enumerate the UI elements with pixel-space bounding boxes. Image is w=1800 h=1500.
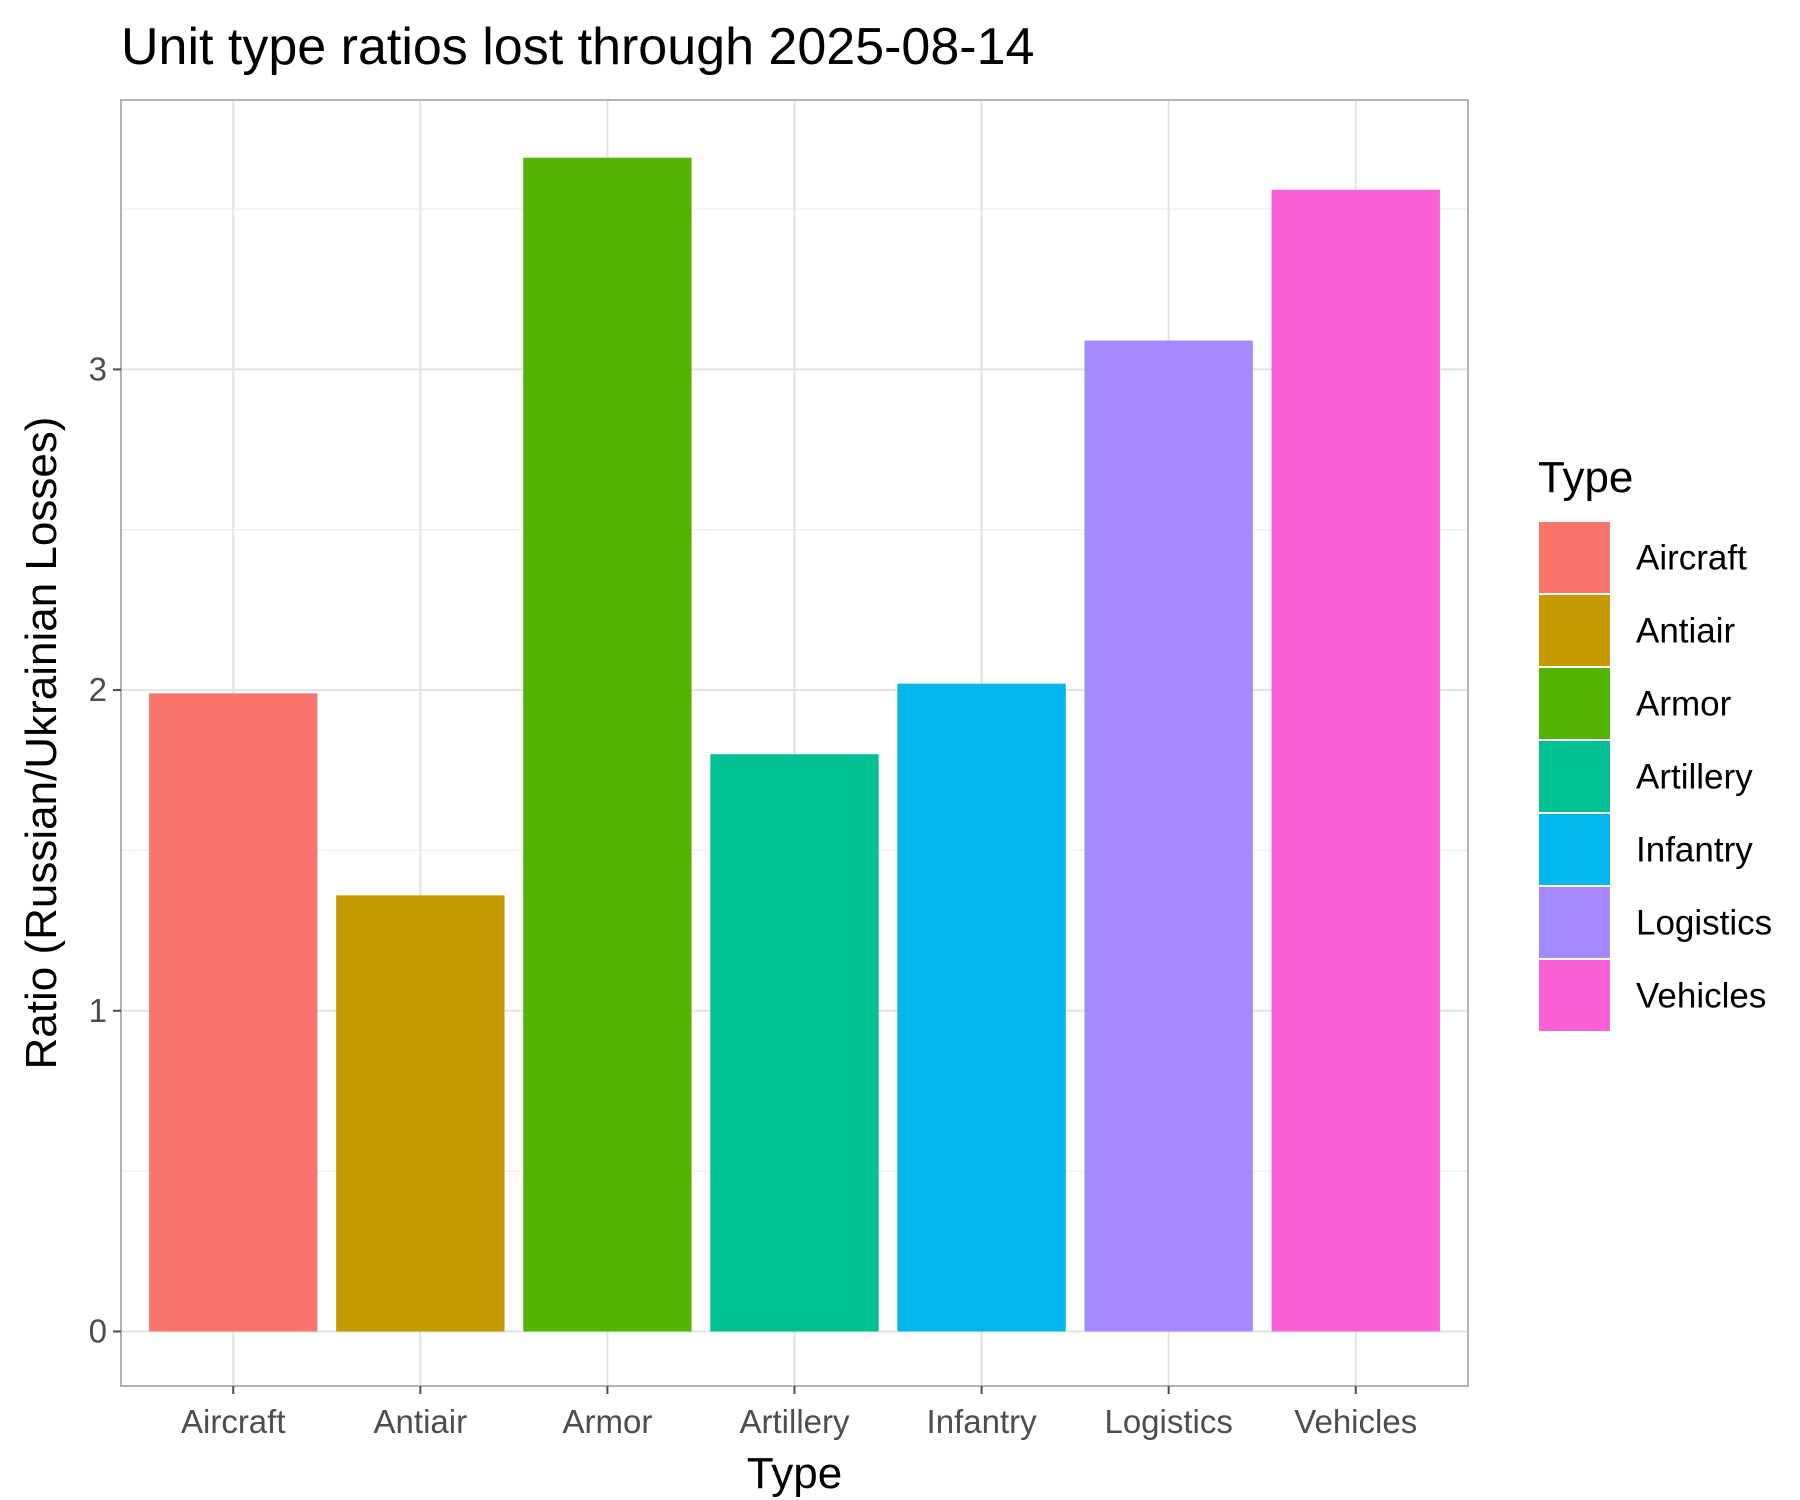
x-tick-label: Artillery (739, 1403, 850, 1440)
x-tick-label: Infantry (927, 1403, 1038, 1440)
y-tick-label: 0 (89, 1312, 107, 1349)
legend-key (1539, 668, 1610, 739)
legend: Type Aircraft Antiair Armor Artillery Infant… (1538, 453, 1772, 1031)
x-tick-label: Armor (562, 1403, 652, 1440)
legend-label: Aircraft (1636, 539, 1747, 578)
legend-label: Vehicles (1636, 977, 1766, 1016)
legend-label: Artillery (1636, 758, 1753, 797)
legend-key (1539, 960, 1610, 1031)
legend-label: Logistics (1636, 904, 1772, 943)
bar-aircraft (149, 693, 318, 1332)
legend-label: Armor (1636, 685, 1732, 724)
y-tick-label: 2 (89, 671, 107, 708)
x-tick-label: Antiair (374, 1403, 468, 1440)
legend-key (1539, 741, 1610, 812)
x-tick-label: Logistics (1104, 1403, 1232, 1440)
legend-key (1539, 887, 1610, 958)
x-axis-title: Type (747, 1449, 842, 1498)
legend-title: Type (1538, 453, 1633, 502)
y-tick-label: 1 (89, 992, 107, 1029)
y-axis: 0 1 2 3 (89, 350, 121, 1349)
x-axis: Aircraft Antiair Armor Artillery Infantry Log… (181, 1386, 1417, 1440)
y-axis-title: Ratio (Russian/Ukrainian Losses) (17, 417, 66, 1070)
x-tick-label: Aircraft (181, 1403, 286, 1440)
bar-infantry (897, 683, 1066, 1332)
legend-label: Antiair (1636, 612, 1736, 651)
legend-label: Infantry (1636, 831, 1753, 870)
bar-artillery (710, 754, 879, 1332)
legend-key (1539, 814, 1610, 885)
bar-vehicles (1271, 189, 1440, 1332)
y-tick-label: 3 (89, 350, 107, 387)
legend-key (1539, 522, 1610, 593)
x-tick-label: Vehicles (1294, 1403, 1417, 1440)
bar-logistics (1084, 340, 1253, 1332)
chart-title: Unit type ratios lost through 2025-08-14 (121, 18, 1034, 76)
legend-key (1539, 595, 1610, 666)
bars (149, 157, 1440, 1332)
bar-antiair (336, 895, 505, 1332)
bar-armor (523, 157, 692, 1332)
